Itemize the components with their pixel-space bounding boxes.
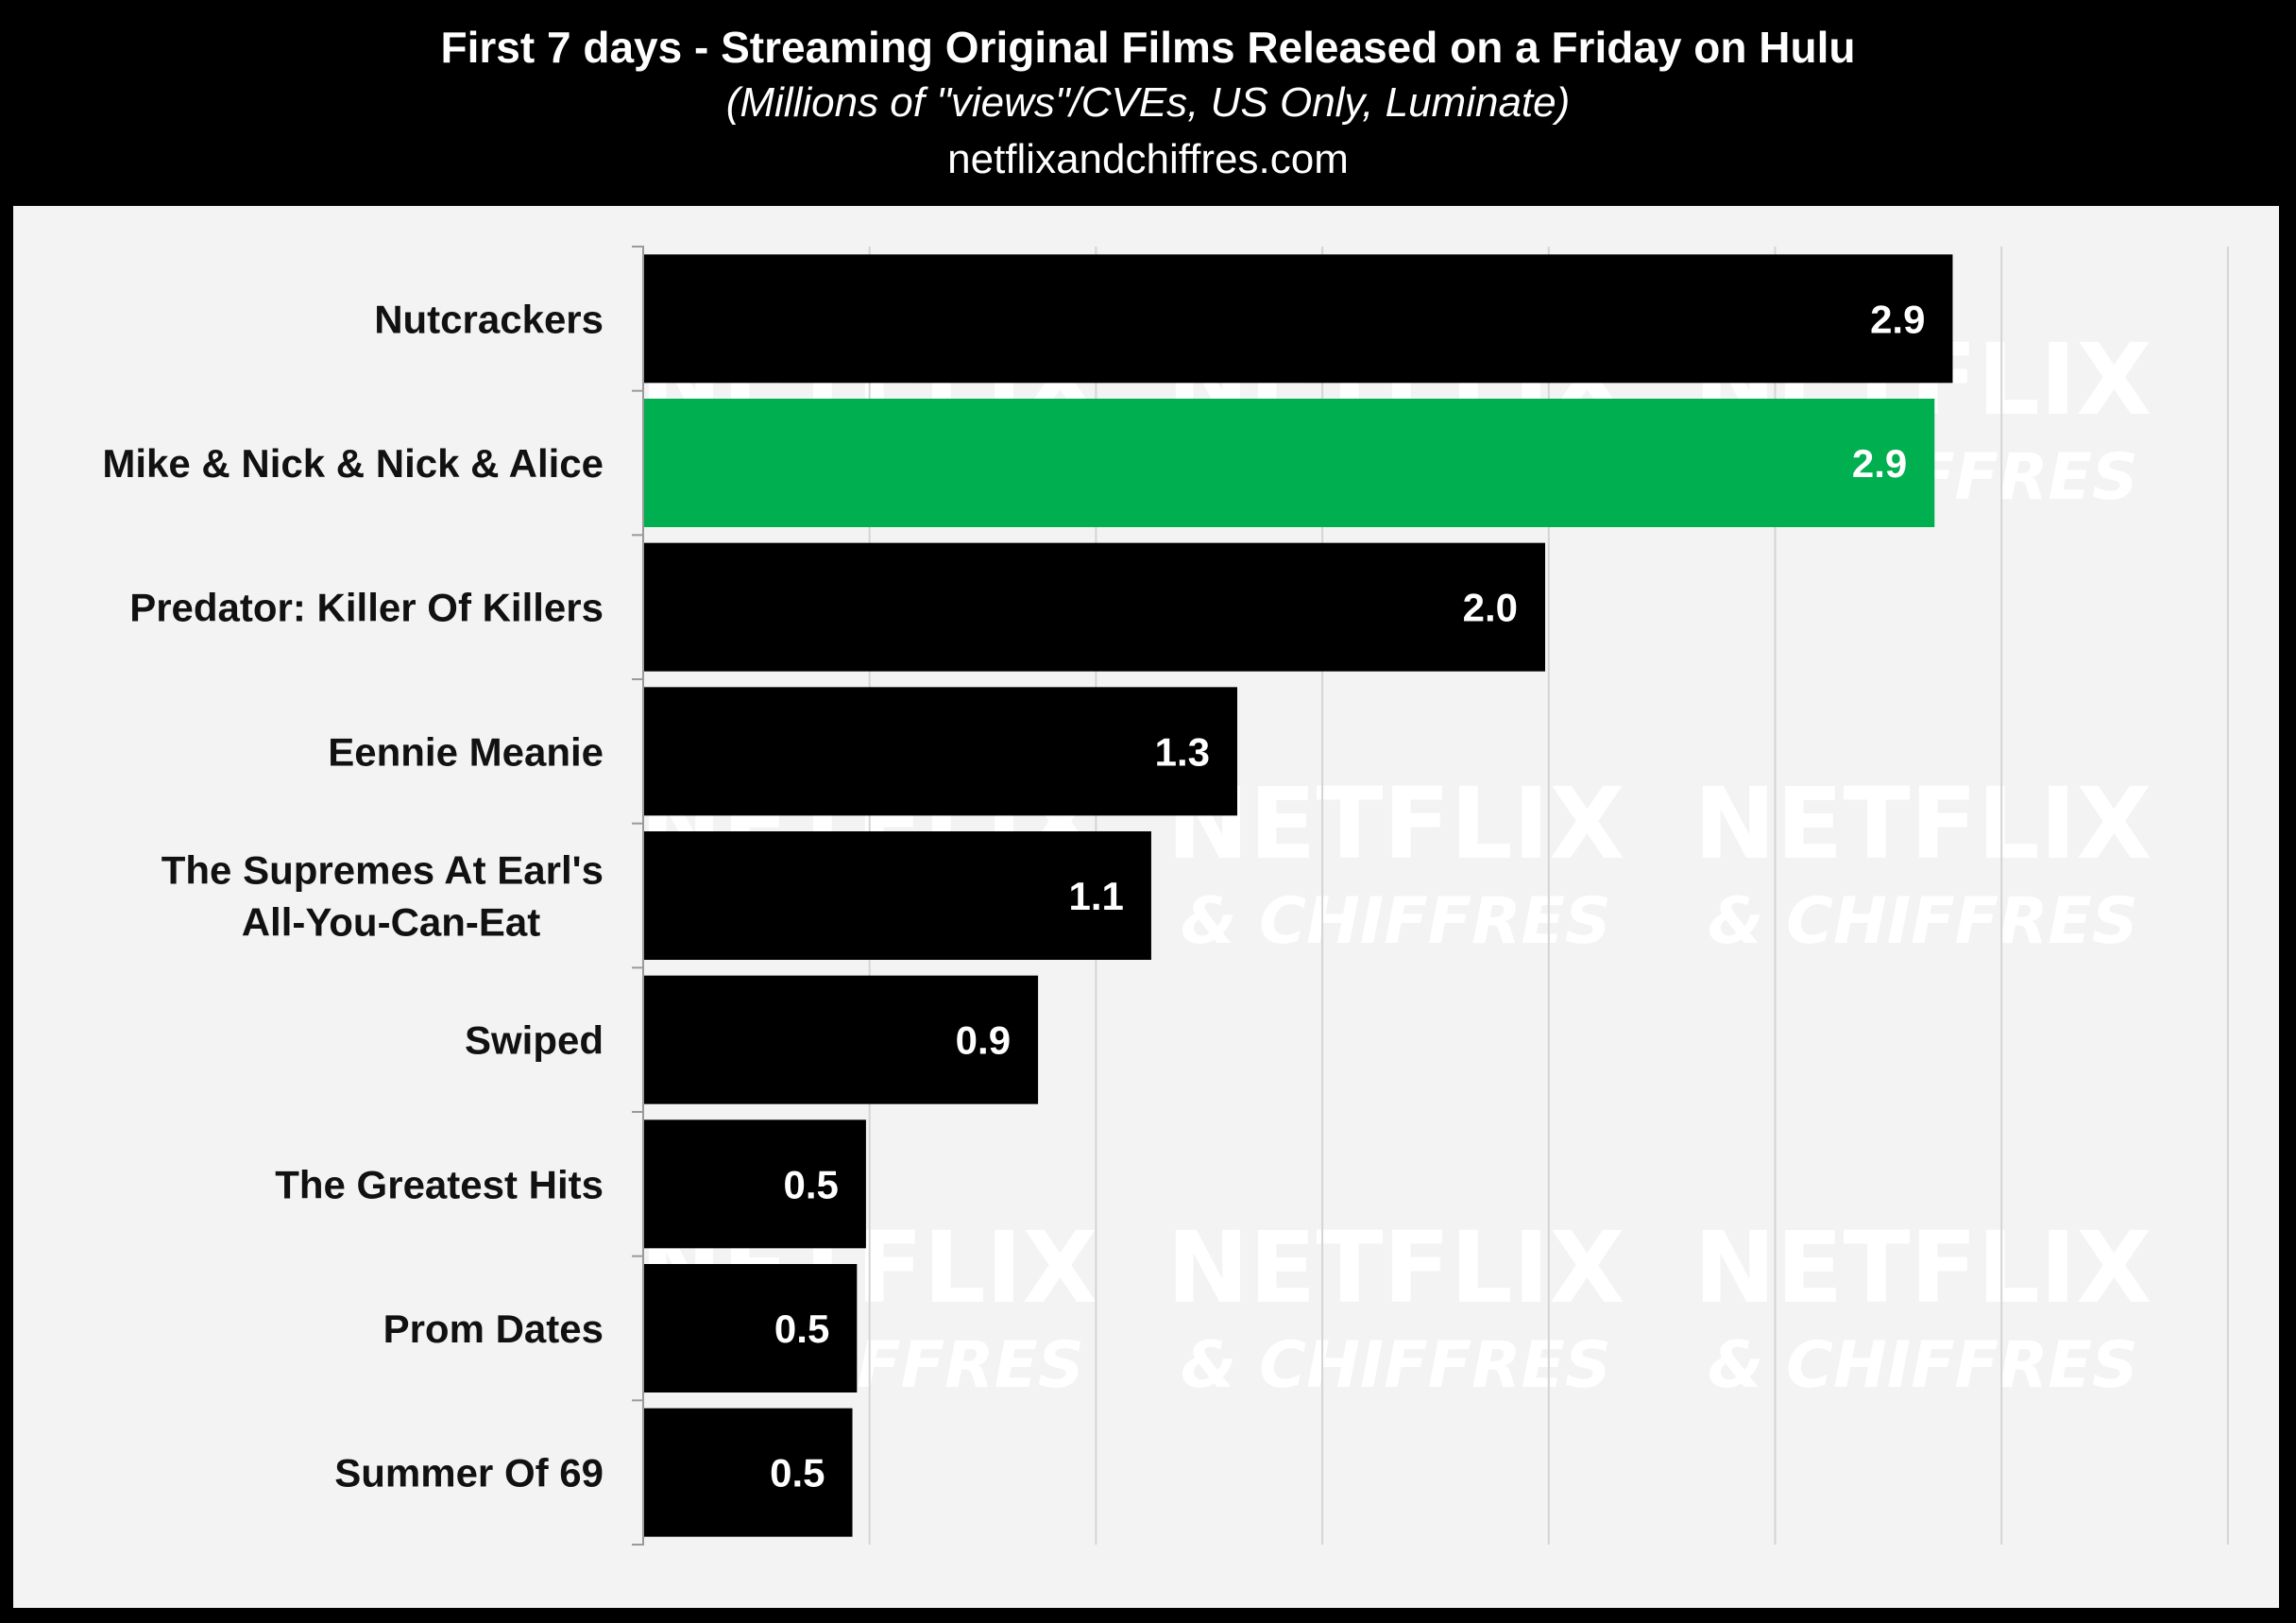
watermark-chiffres: & CHIFFRES [1708,884,2138,959]
chart-source: netflixandchiffres.com [947,136,1349,182]
chart-title: First 7 days - Streaming Original Films … [440,23,1856,72]
data-labels: 2.9 2.9 2.0 1.3 1.1 0.9 0.5 0.5 0.5 [770,297,1925,1495]
watermark-netflix: NETFLIX [1166,1210,1624,1325]
bar [644,1408,853,1537]
data-label: 0.9 [956,1018,1011,1063]
bar [644,1264,858,1392]
data-label: 2.0 [1463,586,1518,630]
bar [644,831,1151,960]
category-axis [632,246,644,1546]
data-label: 0.5 [770,1451,825,1495]
data-label: 2.9 [1852,441,1907,486]
category-label: Swiped [465,1018,604,1063]
bar [644,687,1238,816]
chart-header: First 7 days - Streaming Original Films … [0,0,2296,206]
category-label: Nutcrackers [374,297,604,341]
data-label: 0.5 [784,1162,839,1206]
data-label: 1.3 [1155,729,1210,774]
watermark-chiffres: & CHIFFRES [1708,1328,2138,1403]
category-label: The Supremes At Earl's All-You-Can-Eat [162,848,604,945]
bar [644,1119,866,1249]
watermark-logo: NETFLIX& CHIFFRES [1693,1210,2151,1403]
bars [644,254,1953,1537]
category-label: Summer Of 69 [334,1451,604,1495]
watermark-logo: NETFLIX& CHIFFRES [1693,766,2151,959]
watermark-netflix: NETFLIX [1693,1210,2151,1325]
data-label: 0.5 [774,1307,829,1351]
category-label: Prom Dates [383,1307,604,1351]
bar [644,399,1935,527]
watermark-netflix: NETFLIX [1693,766,2151,881]
bar [644,254,1953,384]
category-label: The Greatest Hits [275,1162,604,1206]
watermark-chiffres: & CHIFFRES [1181,1328,1611,1403]
data-label: 2.9 [1870,297,1925,341]
category-label: Mike & Nick & Nick & Alice [102,441,604,486]
bar [644,542,1546,672]
category-labels: Nutcrackers Mike & Nick & Nick & Alice Pre… [102,297,604,1495]
data-label: 1.1 [1069,874,1124,918]
chart-subtitle: (Millions of "views"/CVEs, US Only, Lumi… [725,79,1571,126]
bar [644,975,1039,1104]
watermark-chiffres: & CHIFFRES [1181,884,1611,959]
category-label: Eennie Meanie [328,729,604,774]
watermark-logo: NETFLIX& CHIFFRES [1166,1210,1624,1403]
category-label: Predator: Killer Of Killers [129,586,604,630]
